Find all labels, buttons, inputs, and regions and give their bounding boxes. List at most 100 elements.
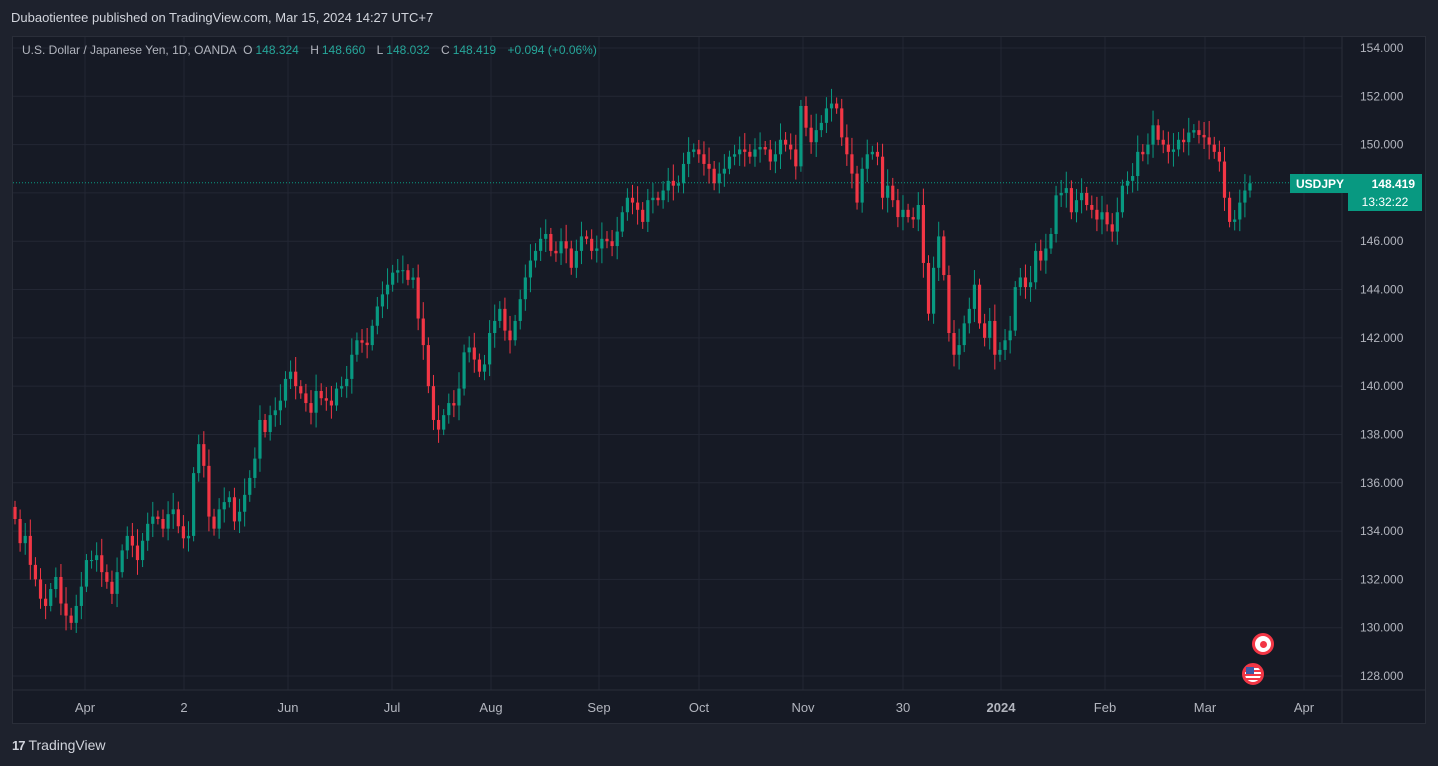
candle-body <box>1187 132 1191 143</box>
candle-body <box>952 333 956 355</box>
candle-body <box>125 535 129 551</box>
candle-body <box>436 419 441 430</box>
y-tick-label: 132.000 <box>1360 572 1404 586</box>
candle-body <box>340 386 344 389</box>
candle-body <box>294 371 298 387</box>
candle-body <box>44 598 48 606</box>
candle-body <box>891 185 895 201</box>
candle-body <box>539 238 543 251</box>
candle-body <box>329 400 334 406</box>
y-tick-label: 134.000 <box>1360 524 1404 538</box>
candle-body <box>278 400 282 411</box>
candle-body <box>809 127 813 143</box>
candle-body <box>1023 277 1028 288</box>
candle-body <box>151 516 155 524</box>
candle-body <box>559 241 563 254</box>
y-tick-label: 152.000 <box>1360 89 1404 103</box>
candle-body <box>1207 137 1211 145</box>
badge-countdown: 13:32:22 <box>1348 193 1422 211</box>
candle-body <box>360 340 364 343</box>
candle-body <box>324 398 328 401</box>
us-flag-icon[interactable] <box>1242 663 1264 685</box>
candle-body <box>972 284 977 309</box>
candle-body <box>207 465 211 517</box>
candle-body <box>1085 192 1089 205</box>
candle-body <box>482 364 487 372</box>
candle-body <box>738 149 742 155</box>
candle-body <box>84 560 89 587</box>
candle-body <box>503 308 507 331</box>
candle-body <box>1003 340 1007 350</box>
candle-body <box>937 236 941 268</box>
candle-body <box>758 147 762 150</box>
candle-body <box>421 318 425 346</box>
candle-body <box>692 149 696 152</box>
y-tick-label: 128.000 <box>1360 669 1404 683</box>
candle-body <box>462 352 466 389</box>
candle-body <box>140 540 145 561</box>
candle-body <box>620 212 624 232</box>
candle-body <box>416 277 420 319</box>
candle-body <box>865 154 869 169</box>
candle-body <box>564 241 568 249</box>
candle-body <box>636 202 640 210</box>
candle-body <box>283 378 288 401</box>
candle-body <box>1182 139 1186 143</box>
candle-body <box>227 497 231 503</box>
candle-body <box>768 149 772 162</box>
candle-body <box>1212 144 1216 152</box>
candle-body <box>161 519 165 529</box>
candle-body <box>1069 188 1073 213</box>
y-tick-label: 146.000 <box>1360 234 1404 248</box>
candle-body <box>850 154 854 174</box>
candle-body <box>727 156 732 169</box>
candle-body <box>222 502 226 510</box>
candle-body <box>350 354 354 379</box>
candle-body <box>69 615 73 623</box>
candle-body <box>1243 190 1247 203</box>
candle-body <box>1166 144 1170 152</box>
candle-body <box>380 294 385 307</box>
candle-body <box>783 139 788 145</box>
y-tick-label: 136.000 <box>1360 476 1404 490</box>
candle-body <box>942 236 946 276</box>
candle-body <box>411 277 415 280</box>
candle-body <box>967 308 971 324</box>
candle-body <box>319 390 323 399</box>
y-tick-label: 130.000 <box>1360 621 1404 635</box>
candle-body <box>656 197 660 201</box>
candle-body <box>304 393 308 404</box>
candle-body <box>641 209 645 222</box>
candle-body <box>115 572 119 594</box>
candle-body <box>911 217 915 220</box>
legend-symbol[interactable]: U.S. Dollar / Japanese Yen, 1D, OANDA <box>22 43 237 57</box>
y-tick-label: 150.000 <box>1360 138 1404 152</box>
candle-body <box>54 576 58 590</box>
candle-body <box>569 248 573 268</box>
candle-body <box>600 238 604 249</box>
candle-body <box>1115 212 1119 232</box>
candle-body <box>523 277 527 300</box>
candle-body <box>79 586 83 606</box>
legend-change: +0.094 (+0.06%) <box>507 43 597 57</box>
candle-body <box>89 560 94 562</box>
japan-flag-icon[interactable] <box>1252 633 1274 655</box>
candle-body <box>1039 250 1043 261</box>
candle-body <box>549 233 553 251</box>
top-bar: Dubaotientee published on TradingView.co… <box>0 0 1438 36</box>
candle-body <box>232 497 237 522</box>
chart-area[interactable] <box>12 36 1426 724</box>
candle-body <box>819 122 823 131</box>
candle-body <box>732 154 737 157</box>
candle-body <box>1049 233 1053 249</box>
candle-body <box>947 275 951 334</box>
candle-body <box>518 299 522 321</box>
tradingview-logo[interactable]: 17 TradingView <box>12 737 106 753</box>
candle-body <box>702 154 706 164</box>
x-tick-label: Mar <box>1194 700 1217 715</box>
candle-body <box>1059 192 1063 196</box>
candle-body <box>64 603 68 616</box>
candle-body <box>28 535 32 565</box>
candle-body <box>544 233 548 239</box>
